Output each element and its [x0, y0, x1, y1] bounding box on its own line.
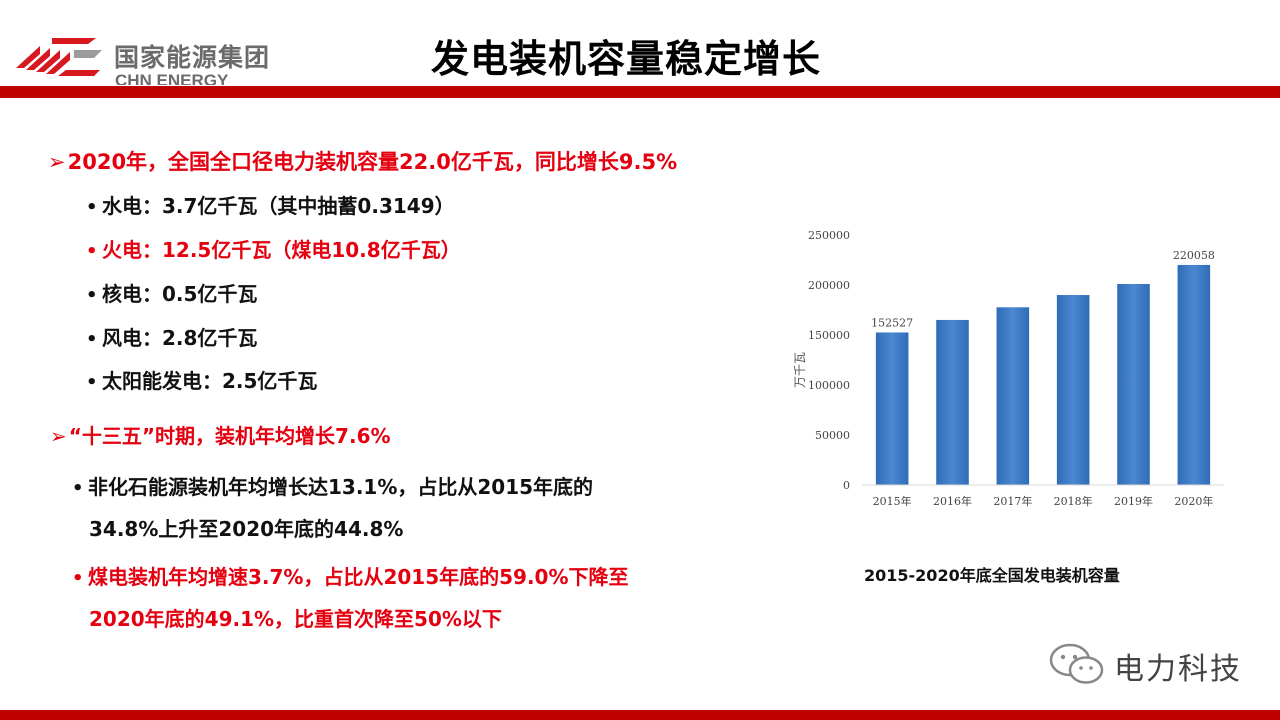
section1-heading: ➢2020年，全国全口径电力装机容量22.0亿千瓦，同比增长9.5%	[48, 146, 677, 176]
bullet-dot-icon: •	[86, 329, 98, 350]
chart-bar	[875, 332, 909, 485]
x-tick-label: 2017年	[993, 494, 1032, 508]
arrow-bullet-icon: ➢	[48, 150, 66, 174]
y-tick-label: 150000	[808, 329, 850, 342]
point-text: 非化石能源装机年均增长达13.1%，占比从2015年底的	[88, 475, 594, 499]
wechat-icon	[1049, 643, 1104, 684]
chn-energy-logo-icon	[16, 38, 102, 76]
point-coal-line2: 2020年底的49.1%，比重首次降至50%以下	[89, 607, 502, 631]
bullet-dot-icon: •	[86, 285, 98, 306]
y-tick-label: 0	[843, 479, 850, 492]
chart-bar	[1117, 283, 1150, 485]
point-coal-line1: • 煤电装机年均增速3.7%，占比从2015年底的59.0%下降至	[72, 561, 629, 590]
bullet-dot-icon: •	[72, 478, 84, 499]
list-item-thermal: • 火电：12.5亿千瓦（煤电10.8亿千瓦）	[86, 234, 461, 263]
company-logo: 国家能源集团 CHN ENERGY	[12, 30, 282, 86]
x-tick-label: 2018年	[1054, 494, 1093, 508]
chart-bar	[1177, 264, 1211, 485]
list-item-text: 水电：3.7亿千瓦（其中抽蓄0.3149）	[102, 194, 455, 218]
bar-data-label: 220058	[1173, 249, 1215, 262]
y-tick-label: 100000	[808, 379, 850, 392]
y-tick-label: 50000	[815, 429, 850, 442]
point-nonfossil-line2: 34.8%上升至2020年底的44.8%	[89, 517, 404, 541]
x-tick-label: 2015年	[873, 494, 912, 508]
chart-bar	[936, 319, 969, 485]
header-divider	[0, 86, 1280, 98]
bullet-dot-icon: •	[86, 197, 98, 218]
section2-heading-text: “十三五”时期，装机年均增长7.6%	[68, 424, 391, 448]
chart-bar	[996, 307, 1030, 485]
y-axis-label: 万千瓦	[793, 352, 807, 388]
bullet-dot-icon: •	[86, 241, 98, 262]
chart-bar	[1056, 295, 1090, 485]
installed-capacity-chart: 0 50000 100000 150000 200000 250000 2015年 2016…	[780, 215, 1250, 525]
page-title: 发电装机容量稳定增长	[430, 37, 821, 81]
content-text-area: ➢2020年，全国全口径电力装机容量22.0亿千瓦，同比增长9.5% • 水电：3…	[48, 146, 677, 631]
bar-chart-svg: 0 50000 100000 150000 200000 250000 2015年 2016…	[793, 229, 1224, 508]
x-tick-label: 2020年	[1174, 494, 1213, 508]
section1-heading-text: 2020年，全国全口径电力装机容量22.0亿千瓦，同比增长9.5%	[67, 150, 678, 174]
logo-chinese-name: 国家能源集团	[114, 43, 271, 72]
point-nonfossil-line1: • 非化石能源装机年均增长达13.1%，占比从2015年底的	[72, 471, 593, 500]
bullet-dot-icon: •	[86, 372, 98, 393]
list-item-hydro: • 水电：3.7亿千瓦（其中抽蓄0.3149）	[86, 190, 455, 219]
arrow-bullet-icon: ➢	[50, 424, 67, 448]
list-item-text: 风电：2.8亿千瓦	[102, 326, 258, 350]
x-tick-label: 2016年	[933, 494, 972, 508]
watermark-text: 电力科技	[1114, 652, 1242, 687]
bullet-dot-icon: •	[72, 568, 84, 589]
list-item-text: 核电：0.5亿千瓦	[102, 282, 258, 306]
list-item-nuclear: • 核电：0.5亿千瓦	[86, 278, 257, 307]
logo-english-name: CHN ENERGY	[115, 71, 229, 85]
bar-data-label: 152527	[871, 316, 913, 329]
point-text: 煤电装机年均增速3.7%，占比从2015年底的59.0%下降至	[88, 565, 629, 589]
list-item-wind: • 风电：2.8亿千瓦	[86, 322, 257, 351]
section2-heading: ➢ “十三五”时期，装机年均增长7.6%	[50, 420, 391, 449]
y-tick-label: 250000	[808, 229, 850, 242]
footer-bar	[0, 710, 1280, 720]
list-item-solar: • 太阳能发电：2.5亿千瓦	[86, 365, 317, 394]
list-item-text: 火电：12.5亿千瓦（煤电10.8亿千瓦）	[102, 238, 461, 262]
x-tick-label: 2019年	[1114, 494, 1153, 508]
y-tick-label: 200000	[808, 279, 850, 292]
list-item-text: 太阳能发电：2.5亿千瓦	[102, 369, 318, 393]
chart-caption: 2015-2020年底全国发电装机容量	[864, 566, 1120, 585]
